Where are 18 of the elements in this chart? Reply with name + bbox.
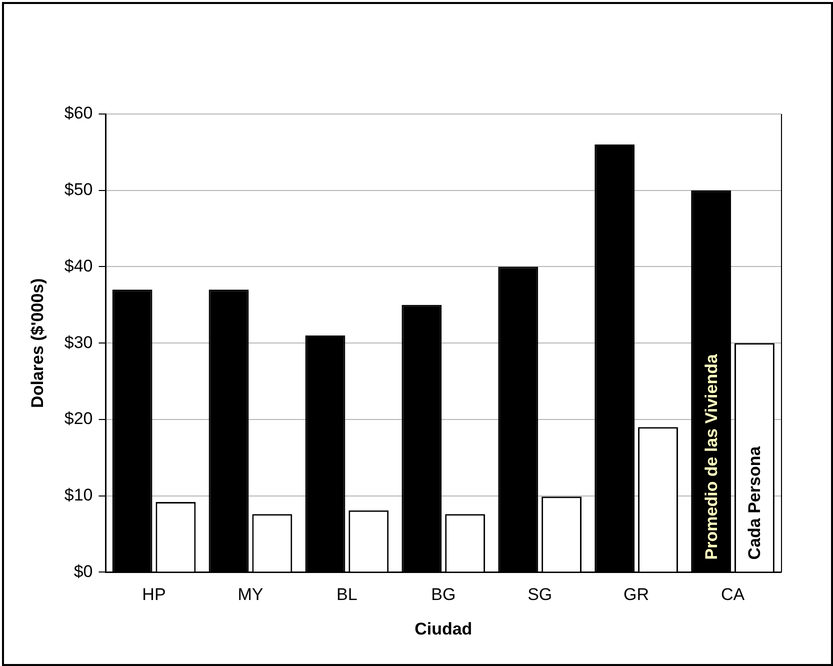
y-tick-label: $60 — [64, 104, 93, 123]
x-axis-title: Ciudad — [414, 619, 472, 638]
y-axis-title: Dolares ($'000s) — [28, 278, 47, 408]
x-tick-label: SG — [528, 585, 552, 604]
x-tick-label: BL — [336, 585, 358, 604]
series-label: Cada Persona — [745, 446, 764, 560]
x-tick-label: CA — [720, 585, 746, 604]
y-tick-label: $0 — [74, 562, 93, 581]
y-tick-label: $30 — [64, 332, 93, 352]
y-tick-label: $10 — [64, 486, 93, 505]
x-tick-label: BG — [431, 585, 456, 604]
x-tick-label: GR — [624, 585, 650, 604]
y-tick-label: $50 — [64, 180, 93, 200]
series-label: Promedio de las Vivienda — [702, 354, 721, 560]
y-tick-label: $40 — [64, 256, 93, 276]
x-tick-label: MY — [238, 585, 264, 604]
y-tick-label: $20 — [64, 409, 93, 428]
x-tick-label: HP — [142, 585, 166, 604]
